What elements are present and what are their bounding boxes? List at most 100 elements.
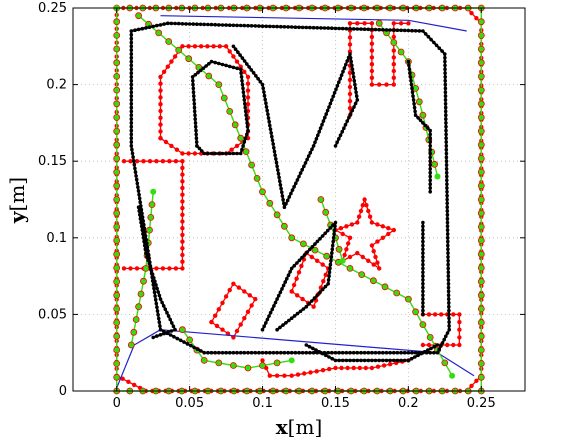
series-black-point	[413, 355, 417, 359]
series-black-point	[224, 63, 228, 68]
series-black-point	[284, 202, 288, 206]
series-black-point	[287, 318, 291, 323]
series-green-point	[322, 208, 330, 216]
series-black-point	[445, 205, 450, 209]
series-black-point	[197, 146, 202, 151]
series-black-point	[348, 350, 352, 355]
x-tick-label: 0.25	[467, 396, 496, 411]
series-black-point	[428, 140, 433, 144]
series-black-point	[275, 297, 279, 301]
series-black-point	[251, 71, 256, 75]
series-black-point	[345, 119, 350, 123]
series-black-point	[231, 65, 236, 70]
series-black-point	[443, 71, 447, 75]
series-red-point	[245, 88, 251, 93]
series-black-point	[283, 280, 288, 284]
series-black-point	[286, 273, 291, 278]
series-black-point	[437, 46, 442, 50]
series-black-point	[421, 266, 425, 271]
series-green-point	[288, 234, 296, 242]
series-black-point	[395, 28, 400, 32]
series-black-point	[315, 293, 320, 298]
y-tick-label: 0.25	[38, 1, 67, 16]
series-black-point	[326, 26, 331, 30]
series-black-point	[320, 234, 325, 238]
series-black-point	[173, 327, 177, 332]
series-black-point	[131, 159, 136, 163]
series-black-point	[348, 52, 352, 56]
series-black-point	[281, 283, 286, 288]
series-black-point	[238, 53, 242, 57]
series-red-point	[158, 74, 163, 80]
series-black-point	[351, 350, 356, 355]
series-black-point	[152, 286, 156, 291]
series-black-point	[351, 71, 355, 75]
y-tick-label: 0	[59, 384, 67, 399]
series-black-point	[306, 154, 311, 158]
series-green-point	[253, 174, 261, 182]
series-black-point	[224, 151, 228, 156]
series-black-point	[249, 24, 254, 28]
series-black-point	[348, 56, 353, 60]
series-red-point	[457, 335, 462, 340]
series-black-point	[160, 300, 164, 305]
x-axis-unit: [m]	[288, 415, 323, 439]
series-black-point	[199, 349, 203, 353]
series-green-point	[113, 182, 121, 190]
series-green-point	[449, 372, 456, 379]
series-red-point	[169, 59, 174, 64]
series-black-point	[443, 102, 448, 106]
series-black-point	[209, 151, 214, 156]
series-black-point	[151, 335, 155, 340]
series-black-point	[148, 265, 153, 270]
series-red-point	[158, 122, 163, 127]
series-black-point	[206, 22, 210, 27]
series-black-point	[144, 26, 148, 30]
series-black-point	[445, 209, 450, 213]
series-black-point	[235, 151, 239, 156]
series-black-point	[440, 49, 444, 53]
series-red-point	[245, 74, 251, 80]
series-black-point	[302, 164, 306, 169]
series-black-point	[408, 71, 412, 75]
series-red-point	[391, 55, 396, 60]
series-green-point	[113, 250, 121, 258]
series-black-point	[133, 166, 137, 171]
series-black-point	[317, 129, 322, 134]
series-black-point	[353, 86, 358, 91]
series-black-point	[264, 24, 269, 29]
series-black-point	[444, 132, 448, 137]
series-black-point	[343, 122, 348, 127]
series-red-point	[249, 303, 254, 308]
series-black-point	[195, 144, 199, 148]
series-red-point	[223, 44, 229, 49]
series-red-point	[167, 266, 172, 271]
series-black-point	[319, 26, 323, 30]
series-black-point	[133, 28, 137, 32]
series-black-point	[157, 320, 162, 325]
series-black-point	[204, 64, 208, 68]
series-black-point	[267, 314, 271, 318]
series-black-point	[407, 63, 411, 68]
series-red-point	[245, 309, 251, 314]
series-green-point	[150, 188, 157, 195]
series-red-point	[356, 214, 362, 219]
series-green-point	[477, 182, 485, 190]
series-black-point	[421, 301, 425, 305]
series-black-point	[273, 153, 277, 157]
series-black-point	[335, 84, 340, 88]
series-black-point	[428, 182, 433, 186]
series-red-point	[132, 382, 137, 388]
x-axis-variable: x	[276, 415, 289, 439]
series-black-point	[136, 189, 141, 193]
series-black-point	[129, 33, 134, 37]
series-black-point	[325, 228, 330, 233]
series-green-point	[137, 290, 145, 298]
series-black-point	[151, 282, 156, 287]
series-black-point	[447, 308, 451, 313]
series-black-point	[265, 317, 270, 322]
series-red-point	[242, 69, 247, 75]
series-black-point	[381, 350, 385, 355]
series-red-point	[377, 82, 382, 87]
series-black-point	[447, 320, 451, 324]
